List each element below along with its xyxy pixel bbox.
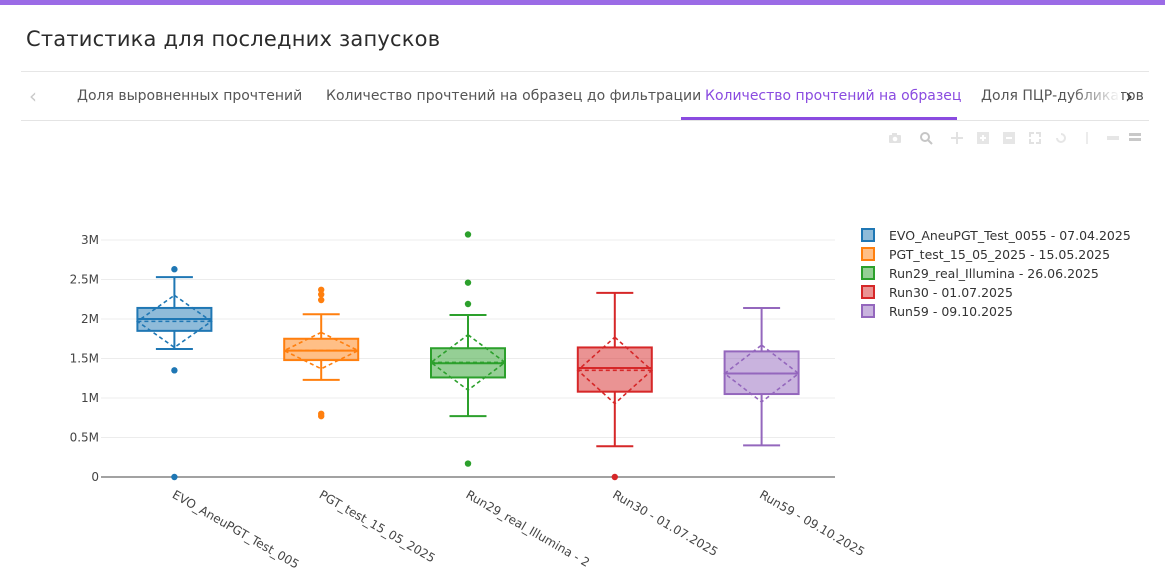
active-tab-underline — [681, 117, 957, 120]
tab-bar: ‹ Доля выровненных прочтений Количество … — [21, 72, 1149, 121]
reset-axes-icon[interactable] — [1054, 131, 1068, 145]
legend-entry[interactable]: Run29_real_Illumina - 26.06.2025 — [889, 266, 1099, 281]
outlier-point[interactable] — [464, 279, 472, 286]
chevron-right-icon[interactable]: › — [1125, 84, 1133, 108]
outlier-point[interactable] — [464, 460, 472, 467]
legend-swatch[interactable] — [861, 228, 875, 242]
outlier-point[interactable] — [171, 266, 178, 273]
box-iqr[interactable] — [283, 337, 360, 362]
zoom-in-icon[interactable] — [976, 131, 990, 145]
legend-swatch[interactable] — [861, 266, 875, 280]
outlier-point[interactable] — [171, 473, 178, 481]
tab-aligned-reads-share[interactable]: Доля выровненных прочтений — [77, 88, 303, 104]
outlier-point[interactable] — [318, 291, 325, 298]
x-tick-label: Run29_real_Illumina - 2 — [464, 487, 593, 569]
y-tick-label: 0.5M — [70, 431, 99, 445]
outlier-point[interactable] — [171, 367, 178, 374]
outlier-point[interactable] — [318, 412, 325, 420]
outlier-point[interactable] — [611, 473, 618, 481]
y-tick-label: 0 — [91, 470, 99, 484]
top-accent-bar — [0, 0, 1165, 5]
tab-fade — [1071, 72, 1121, 120]
tab-reads-per-sample[interactable]: Количество прочтений на образец — [705, 88, 962, 104]
outlier-point[interactable] — [464, 300, 472, 308]
legend-entry[interactable]: PGT_test_15_05_2025 - 15.05.2025 — [889, 247, 1110, 262]
zoom-out-icon[interactable] — [1002, 131, 1016, 145]
zoom-icon[interactable] — [919, 131, 933, 145]
pan-icon[interactable] — [950, 131, 964, 145]
hover-icon[interactable] — [1128, 131, 1142, 145]
sd-diamond — [576, 336, 653, 405]
x-tick-label: PGT_test_15_05_2025 — [317, 487, 438, 565]
compare-icon[interactable] — [1106, 131, 1120, 145]
y-tick-label: 2.5M — [70, 273, 99, 287]
spike-lines-icon[interactable] — [1080, 131, 1094, 145]
y-tick-label: 2M — [81, 312, 99, 326]
x-tick-label: EVO_AneuPGT_Test_005 — [170, 487, 302, 571]
legend-entry[interactable]: Run59 - 09.10.2025 — [889, 304, 1013, 319]
autoscale-icon[interactable] — [1028, 131, 1042, 145]
legend-entry[interactable]: Run30 - 01.07.2025 — [889, 285, 1013, 300]
outlier-point[interactable] — [318, 296, 325, 304]
header-divider — [21, 71, 1149, 72]
legend-swatch[interactable] — [861, 285, 875, 299]
x-tick-label: Run59 - 09.10.2025 — [757, 487, 867, 559]
outlier-point[interactable] — [318, 286, 325, 293]
y-tick-label: 1.5M — [70, 352, 99, 366]
sd-diamond — [136, 294, 213, 349]
legend-entry[interactable]: EVO_AneuPGT_Test_0055 - 07.04.2025 — [889, 228, 1131, 243]
tab-reads-per-sample-before-filter[interactable]: Количество прочтений на образец до фильт… — [326, 88, 702, 104]
outlier-point[interactable] — [464, 231, 472, 238]
camera-icon[interactable] — [888, 131, 902, 145]
x-tick-label: Run30 - 01.07.2025 — [610, 487, 720, 559]
sd-diamond — [429, 333, 507, 392]
legend-swatch[interactable] — [861, 247, 875, 261]
y-tick-label: 3M — [81, 233, 99, 247]
chevron-left-icon[interactable]: ‹ — [29, 84, 37, 108]
y-tick-label: 1M — [81, 391, 99, 405]
sd-diamond — [723, 344, 800, 403]
page-title: Статистика для последних запусков — [26, 27, 441, 51]
legend-swatch[interactable] — [861, 304, 875, 318]
